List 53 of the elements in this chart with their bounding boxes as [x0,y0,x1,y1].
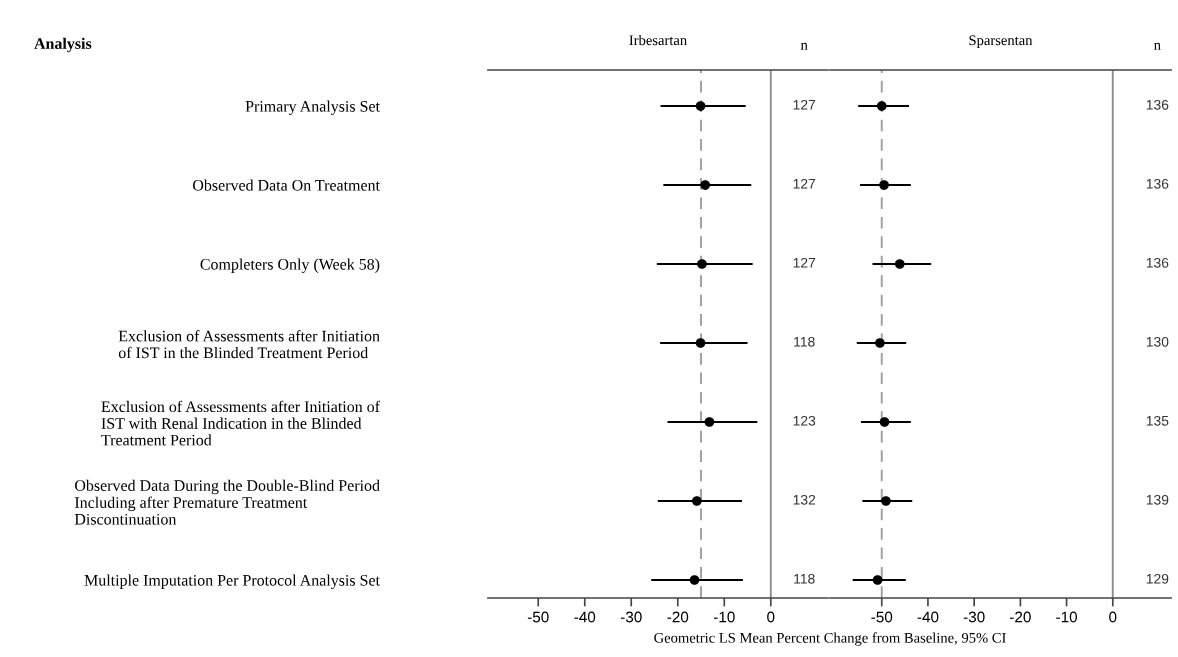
point [872,575,883,585]
chart-title: Irbesartan [629,34,687,46]
x-tick-label: -50 [871,611,893,623]
point [689,575,700,585]
x-tick-label: -10 [1056,611,1078,623]
point [881,496,891,506]
x-tick-label: -30 [620,611,642,623]
point [876,101,887,111]
annotation: 136 [1146,99,1169,110]
text: n [1154,42,1161,50]
x-tick-label: 0 [767,611,775,623]
point [691,496,702,506]
x-tick-label: -40 [574,611,596,623]
annotation: 118 [794,573,815,584]
annotation: 127 [793,257,816,268]
point [695,338,706,348]
y-tick-label: Observed Data On Treatment [193,179,380,191]
y-tick-label: Multiple Imputation Per Protocol Analysis Set [84,574,380,589]
point [894,259,905,269]
annotation: 129 [1146,573,1169,584]
chart-title: Sparsentan [969,35,1033,49]
text: n [800,42,808,50]
x-tick-label: -10 [713,611,735,623]
y-tick-label: Exclusion of Assessments after Initiation of IST with Renal Indication in the Blinded Treatment Period [101,400,380,446]
point [697,259,707,269]
y-tick-label: Primary Analysis Set [245,100,380,116]
x-tick-label: -20 [1010,611,1031,623]
point [695,101,706,111]
point [704,417,715,427]
annotation: 127 [793,99,816,110]
y-tick-label: Observed Data During the Double-Blind Period Including after Premature Treatment Discontinuation [74,479,380,525]
annotation: 123 [793,415,816,426]
annotation: 136 [1146,178,1169,189]
x-tick-label: -40 [917,611,939,623]
x-tick-label: -50 [527,611,549,623]
point [700,180,711,190]
y-tick-label: Exclusion of Assessments after Initiation of IST in the Blinded Treatment Period [118,330,380,359]
annotation: 136 [1146,257,1169,268]
annotation: 130 [1146,336,1169,347]
point [879,180,889,190]
annotation: 135 [1146,415,1169,426]
point [879,417,890,427]
annotation: 127 [793,178,816,189]
annotation: 118 [794,336,815,347]
y-axis-title: Analysis [34,37,92,53]
x-tick-label: -30 [963,611,985,623]
annotation: 139 [1146,494,1169,505]
x-tick-label: -20 [667,611,689,623]
x-tick-label: 0 [1109,611,1117,623]
x-axis-title: Geometric LS Mean Percent Change from Baseline, 95% CI [654,632,1006,646]
y-tick-label: Completers Only (Week 58) [200,258,380,273]
annotation: 132 [793,494,816,505]
point [875,338,885,348]
